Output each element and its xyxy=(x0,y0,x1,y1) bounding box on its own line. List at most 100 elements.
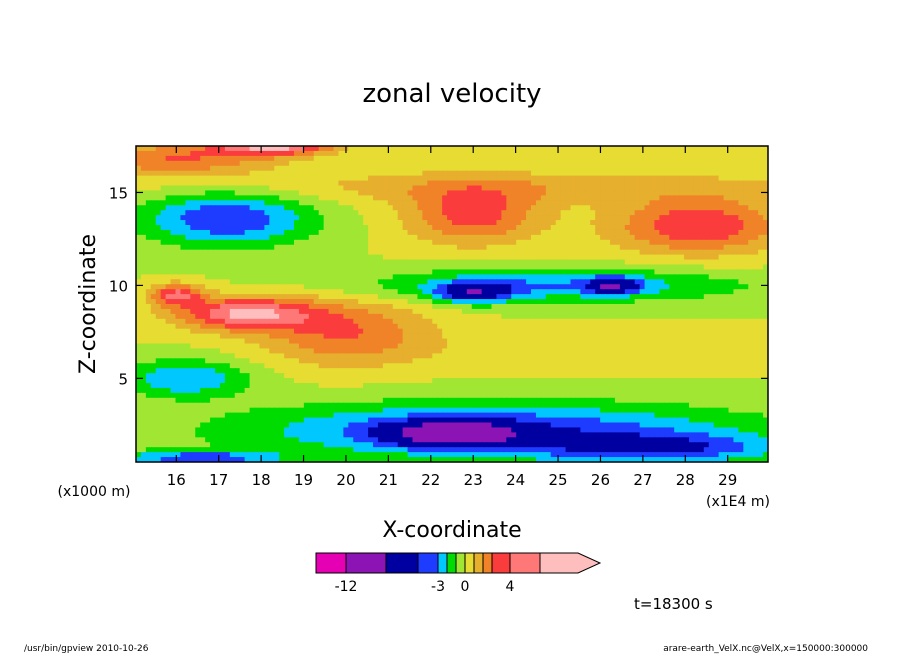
heatmap-cell xyxy=(698,318,705,325)
heatmap-cell xyxy=(516,160,522,167)
heatmap-cell xyxy=(511,155,517,162)
heatmap-cell xyxy=(447,155,453,162)
heatmap-cell xyxy=(382,195,389,201)
heatmap-cell xyxy=(703,155,710,162)
heatmap-cell xyxy=(555,249,562,256)
heatmap-cell xyxy=(165,185,172,192)
heatmap-cell xyxy=(743,215,749,221)
heatmap-cell xyxy=(535,274,542,280)
heatmap-cell xyxy=(284,190,290,196)
heatmap-cell xyxy=(328,269,335,275)
heatmap-cell xyxy=(308,229,315,236)
heatmap-cell xyxy=(531,284,537,290)
heatmap-cell xyxy=(392,308,399,315)
heatmap-cell xyxy=(205,299,211,305)
heatmap-cell xyxy=(738,180,744,187)
heatmap-cell xyxy=(289,294,295,300)
heatmap-cell xyxy=(219,190,226,196)
heatmap-cell xyxy=(758,318,764,325)
heatmap-cell xyxy=(575,146,581,152)
heatmap-cell xyxy=(555,185,562,192)
heatmap-cell xyxy=(333,150,340,157)
heatmap-cell xyxy=(160,205,167,211)
heatmap-cell xyxy=(392,200,399,206)
heatmap-cell xyxy=(748,249,754,256)
heatmap-cell xyxy=(294,225,300,231)
heatmap-cell xyxy=(363,150,369,157)
heatmap-cell xyxy=(748,190,754,196)
heatmap-cell xyxy=(269,210,275,216)
heatmap-cell xyxy=(170,259,177,266)
heatmap-cell xyxy=(387,150,394,157)
heatmap-cell xyxy=(486,328,493,335)
heatmap-cell xyxy=(373,234,379,241)
heatmap-cell xyxy=(145,170,152,177)
heatmap-cell xyxy=(180,244,186,251)
heatmap-cell xyxy=(392,229,399,236)
heatmap-cell xyxy=(392,190,399,196)
heatmap-cell xyxy=(526,155,532,162)
heatmap-cell xyxy=(679,215,685,221)
heatmap-cell xyxy=(175,175,182,182)
heatmap-cell xyxy=(229,269,236,275)
heatmap-cell xyxy=(298,323,305,330)
heatmap-cell xyxy=(713,308,720,315)
heatmap-cell xyxy=(644,244,651,251)
heatmap-cell xyxy=(229,318,236,325)
heatmap-cell xyxy=(629,225,636,231)
heatmap-cell xyxy=(580,200,586,206)
heatmap-cell xyxy=(294,190,300,196)
heatmap-cell xyxy=(723,244,730,251)
heatmap-cell xyxy=(353,155,359,162)
heatmap-cell xyxy=(155,299,162,305)
heatmap-cell xyxy=(639,333,646,340)
heatmap-cell xyxy=(580,328,586,335)
heatmap-cell xyxy=(170,155,177,162)
heatmap-cell xyxy=(417,205,423,211)
heatmap-cell xyxy=(600,304,606,310)
heatmap-cell xyxy=(753,328,759,335)
heatmap-cell xyxy=(476,294,483,300)
heatmap-cell xyxy=(496,185,502,192)
heatmap-cell xyxy=(338,220,344,226)
heatmap-cell xyxy=(659,264,665,271)
heatmap-cell xyxy=(461,264,468,271)
heatmap-cell xyxy=(308,308,315,315)
heatmap-cell xyxy=(363,313,369,320)
heatmap-cell xyxy=(506,304,512,310)
heatmap-cell xyxy=(303,229,310,236)
heatmap-cell xyxy=(318,180,325,187)
heatmap-cell xyxy=(323,185,330,192)
heatmap-cell xyxy=(738,299,744,305)
heatmap-cell xyxy=(669,313,675,320)
heatmap-cell xyxy=(545,180,552,187)
heatmap-cell xyxy=(328,205,335,211)
heatmap-cell xyxy=(619,244,626,251)
heatmap-cell xyxy=(708,259,715,266)
heatmap-cell xyxy=(175,299,182,305)
heatmap-cell xyxy=(175,200,182,206)
heatmap-cell xyxy=(392,274,399,280)
heatmap-cell xyxy=(259,274,265,280)
heatmap-cell xyxy=(753,210,759,216)
heatmap-cell xyxy=(210,269,216,275)
heatmap-cell xyxy=(437,264,443,271)
heatmap-cell xyxy=(486,308,493,315)
heatmap-cell xyxy=(303,165,310,172)
heatmap-cell xyxy=(679,279,685,285)
heatmap-cell xyxy=(555,195,562,201)
heatmap-cell xyxy=(437,220,443,226)
heatmap-cell xyxy=(471,200,478,206)
heatmap-cell xyxy=(382,200,389,206)
heatmap-cell xyxy=(624,323,631,330)
heatmap-cell xyxy=(733,284,739,290)
heatmap-cell xyxy=(575,284,581,290)
heatmap-cell xyxy=(664,229,670,236)
heatmap-cell xyxy=(684,150,690,157)
heatmap-cell xyxy=(728,170,735,177)
heatmap-cell xyxy=(526,279,532,285)
heatmap-cell xyxy=(274,254,280,261)
heatmap-cell xyxy=(511,279,517,285)
heatmap-cell xyxy=(585,299,591,305)
heatmap-cell xyxy=(481,234,488,241)
